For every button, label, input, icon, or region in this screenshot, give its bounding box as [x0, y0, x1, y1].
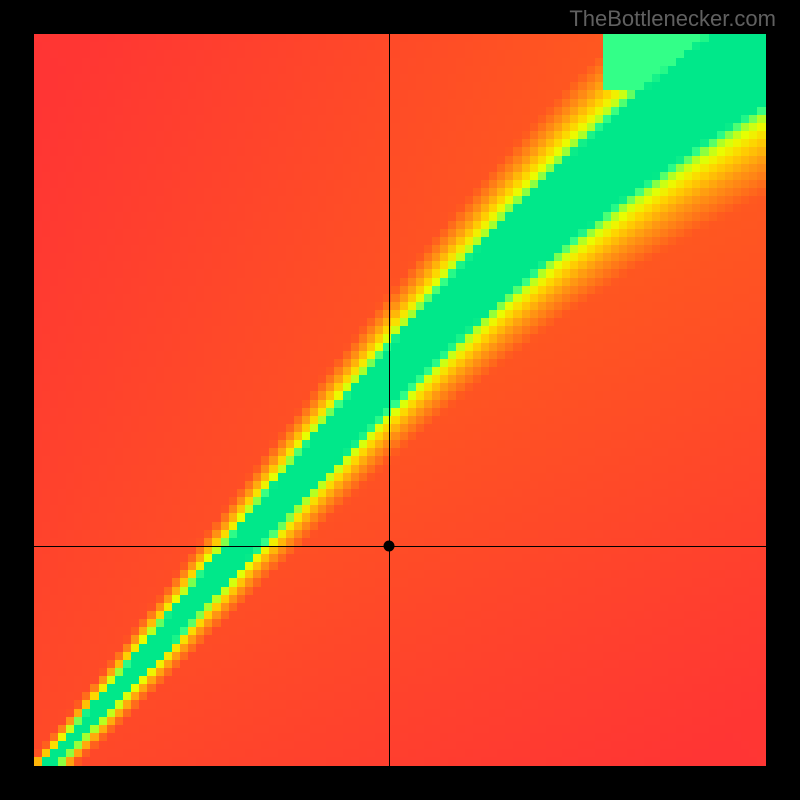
watermark-source: TheBottlenecker.com: [569, 6, 776, 32]
plot-area: [34, 34, 766, 766]
crosshair-vertical: [389, 34, 390, 766]
bottleneck-heatmap: [34, 34, 766, 766]
crosshair-marker: [384, 541, 395, 552]
chart-container: { "source_watermark": "TheBottlenecker.c…: [0, 0, 800, 800]
crosshair-horizontal: [34, 546, 766, 547]
